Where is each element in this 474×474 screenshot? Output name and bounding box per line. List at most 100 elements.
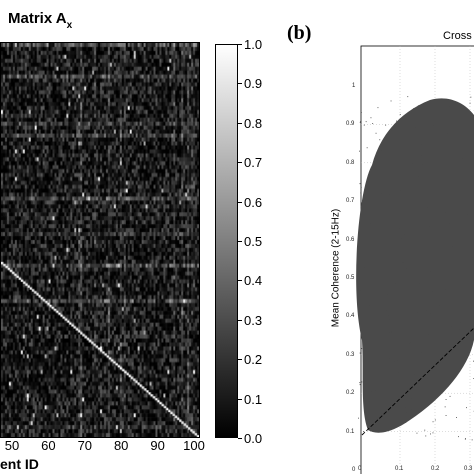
scatter-point	[392, 130, 393, 132]
scatter-point	[406, 371, 407, 373]
scatter-point	[379, 139, 381, 141]
scatter-point	[409, 254, 411, 256]
scatter-y-tick-label: 0.2	[346, 390, 355, 397]
scatter-point	[385, 124, 387, 126]
scatter-point	[450, 378, 452, 380]
scatter-point	[426, 207, 428, 208]
scatter-x-tick-label: 0.1	[395, 466, 404, 472]
scatter-point	[452, 246, 454, 247]
colorbar-tick-mark	[238, 201, 242, 203]
heatmap-x-axis-label: ent ID	[0, 456, 39, 472]
colorbar-tick-label: 0.9	[244, 76, 263, 92]
scatter-point	[442, 159, 444, 160]
scatter-point	[381, 280, 383, 281]
scatter-point	[387, 315, 389, 316]
scatter-point	[469, 102, 471, 104]
scatter-point	[383, 196, 385, 198]
scatter-point	[397, 132, 399, 134]
scatter-point	[399, 190, 401, 191]
scatter-point	[392, 350, 394, 352]
scatter-point	[421, 143, 423, 145]
scatter-point	[432, 186, 434, 188]
scatter-point	[419, 283, 421, 285]
scatter-x-tick-label: 0	[358, 466, 362, 472]
scatter-point	[409, 332, 411, 334]
scatter-point	[359, 382, 361, 384]
scatter-point	[469, 124, 471, 126]
scatter-point	[459, 322, 461, 323]
scatter-point	[403, 324, 405, 325]
scatter-point	[364, 267, 365, 269]
scatter-point	[359, 384, 361, 386]
colorbar-tick-mark	[238, 241, 242, 242]
scatter-point	[429, 349, 431, 351]
scatter-point	[383, 243, 385, 244]
scatter-point	[410, 409, 412, 410]
scatter-point	[471, 264, 473, 265]
scatter-point	[413, 394, 415, 396]
heatmap-x-tick-label: 100	[183, 438, 205, 453]
scatter-point	[442, 194, 444, 196]
scatter-point	[388, 358, 390, 360]
colorbar-tick-label: 0.6	[244, 194, 263, 210]
scatter-point	[416, 432, 418, 434]
scatter-point	[449, 395, 451, 397]
scatter-point	[404, 234, 406, 235]
scatter-point	[409, 399, 410, 401]
scatter-point	[460, 113, 462, 115]
scatter-point	[378, 205, 379, 207]
scatter-point	[401, 324, 403, 325]
scatter-point	[424, 429, 426, 431]
scatter-point	[394, 262, 396, 264]
identity-line	[361, 327, 474, 436]
colorbar-tick-mark	[238, 438, 242, 439]
scatter-point	[373, 425, 374, 427]
scatter-point	[413, 374, 415, 376]
scatter-point	[432, 290, 434, 292]
scatter-point	[439, 355, 441, 357]
scatter-point	[386, 294, 388, 295]
colorbar-tick-mark	[238, 122, 242, 124]
scatter-point	[444, 406, 446, 408]
scatter-point	[467, 256, 469, 258]
scatter-point	[425, 310, 427, 311]
scatter-point	[376, 219, 378, 221]
scatter-point	[410, 398, 412, 400]
scatter-point	[379, 312, 381, 314]
scatter-point	[416, 292, 418, 294]
colorbar-tick-mark	[238, 398, 242, 400]
scatter-point	[439, 383, 441, 385]
scatter-point	[471, 175, 472, 177]
scatter-point	[368, 400, 370, 402]
scatter-y-tick-label: 0.1	[346, 428, 355, 435]
scatter-point	[371, 365, 373, 367]
scatter-point	[391, 331, 393, 333]
scatter-x-tick-label: 0.2	[431, 466, 440, 472]
scatter-point	[448, 106, 450, 108]
scatter-y-tick-label: 0	[352, 467, 356, 473]
scatter-point	[413, 108, 415, 109]
scatter-point	[396, 268, 398, 270]
colorbar-tick-mark	[238, 44, 242, 45]
scatter-point	[472, 151, 474, 153]
scatter-point	[464, 438, 466, 440]
scatter-point	[369, 222, 371, 224]
scatter-point	[396, 136, 398, 138]
scatter-point	[459, 328, 460, 330]
scatter-point	[450, 325, 452, 327]
scatter-point	[429, 373, 431, 375]
scatter-point	[395, 341, 397, 343]
scatter-point	[461, 158, 463, 159]
scatter-point	[466, 213, 468, 215]
scatter-point	[397, 360, 399, 361]
scatter-point	[437, 202, 439, 204]
scatter-point	[360, 290, 361, 292]
colorbar-tick-label: 0.7	[244, 155, 263, 171]
scatter-point	[386, 310, 388, 312]
scatter-point	[427, 378, 429, 380]
scatter-point	[408, 130, 410, 132]
scatter-point	[388, 230, 389, 232]
scatter-point	[442, 373, 444, 375]
scatter-point	[473, 360, 474, 362]
scatter-point	[448, 286, 450, 288]
